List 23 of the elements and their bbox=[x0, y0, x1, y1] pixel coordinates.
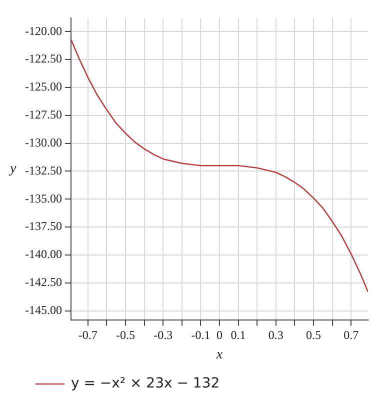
y-tick-label: -140.00 bbox=[24, 247, 62, 262]
x-tick-label: -0.3 bbox=[154, 328, 173, 342]
y-tick-label: -125.00 bbox=[24, 80, 62, 94]
y-tick-label: -135.00 bbox=[24, 191, 62, 206]
x-tick-label: 0.7 bbox=[344, 328, 359, 342]
y-axis-title: y bbox=[8, 162, 17, 177]
x-axis-title: x bbox=[215, 347, 224, 362]
x-tick-label: 0.5 bbox=[306, 328, 321, 342]
legend-label: y = −x² × 23x − 132 bbox=[71, 376, 220, 392]
x-tick-label: 0.3 bbox=[268, 328, 284, 342]
x-tick-label: 0 bbox=[216, 328, 222, 342]
x-tick-label: -0.5 bbox=[116, 328, 136, 342]
y-tick-label: -132.50 bbox=[24, 163, 62, 178]
y-tick-label: -130.00 bbox=[24, 135, 62, 150]
y-tick-label: -120.00 bbox=[24, 24, 62, 38]
x-tick-label: -0.1 bbox=[191, 328, 210, 342]
x-tick-label: 0.1 bbox=[230, 328, 246, 342]
y-tick-label: -127.50 bbox=[24, 108, 62, 122]
x-tick-label: -0.7 bbox=[78, 328, 98, 342]
y-tick-label: -137.50 bbox=[24, 219, 62, 234]
y-tick-label: -145.00 bbox=[24, 303, 62, 318]
y-tick-label: -142.50 bbox=[24, 275, 62, 290]
y-tick-label: -122.50 bbox=[24, 52, 62, 66]
